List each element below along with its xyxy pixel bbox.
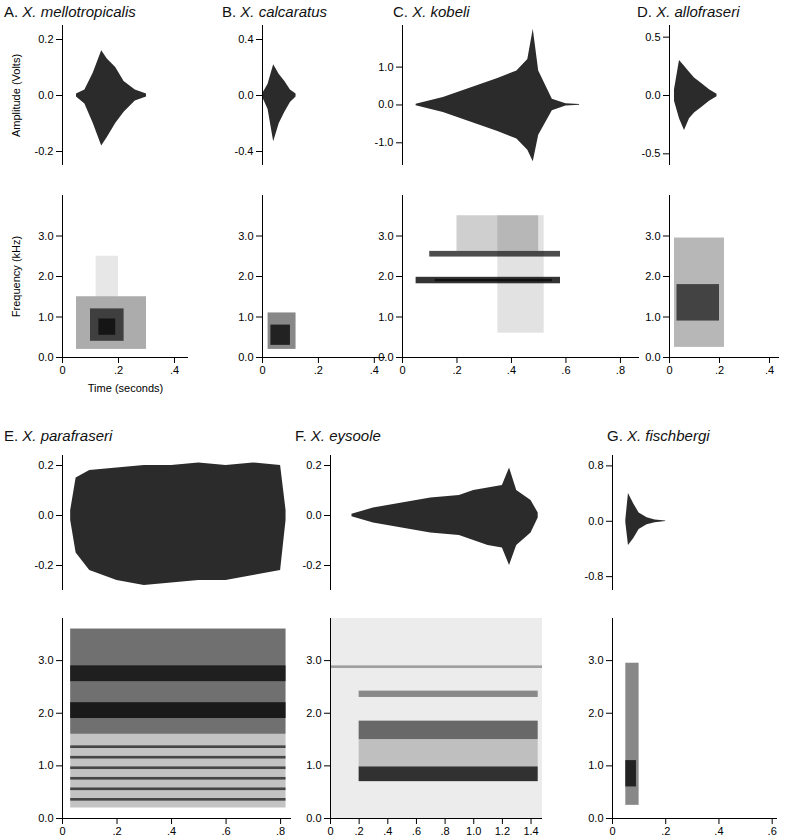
svg-text:1.0: 1.0 [38,759,53,771]
svg-text:0: 0 [399,364,405,376]
svg-text:2.0: 2.0 [306,707,321,719]
svg-text:0.4: 0.4 [238,33,253,45]
svg-text:3.0: 3.0 [645,230,660,242]
svg-text:1.2: 1.2 [495,825,510,837]
svg-text:0.0: 0.0 [38,812,53,824]
svg-text:0: 0 [327,825,333,837]
svg-text:1.0: 1.0 [378,61,393,73]
html-text:C. X. kobeli: C. X. kobeli [393,3,470,20]
svg-text:0.5: 0.5 [645,31,660,43]
html-text:D. X. allofraseri: D. X. allofraseri [637,3,740,20]
svg-text:0: 0 [59,364,65,376]
svg-text:0.0: 0.0 [38,351,53,363]
svg-text:.8: .8 [616,364,625,376]
svg-text:-0.4: -0.4 [235,145,254,157]
svg-text:.4: .4 [167,825,176,837]
svg-text:0.0: 0.0 [378,98,393,110]
svg-text:0.0: 0.0 [38,509,53,521]
html-text:F. X. eysoole: F. X. eysoole [295,427,381,444]
svg-text:1.4: 1.4 [523,825,538,837]
html-text:B. X. calcaratus: B. X. calcaratus [222,3,328,20]
svg-text:.2: .2 [355,825,364,837]
svg-text:0: 0 [666,364,672,376]
svg-text:0.8: 0.8 [588,459,603,471]
svg-text:.4: .4 [170,364,179,376]
svg-text:.8: .8 [441,825,450,837]
svg-text:Time (seconds): Time (seconds) [88,382,163,394]
svg-text:-0.2: -0.2 [35,559,54,571]
svg-text:0.2: 0.2 [38,33,53,45]
svg-text:3.0: 3.0 [378,230,393,242]
svg-text:0.0: 0.0 [645,351,660,363]
svg-text:1.0: 1.0 [238,311,253,323]
svg-text:.2: .2 [314,364,323,376]
svg-text:0.0: 0.0 [238,351,253,363]
svg-text:0: 0 [259,364,265,376]
svg-text:3.0: 3.0 [38,230,53,242]
svg-text:.2: .2 [452,364,461,376]
svg-text:0.0: 0.0 [645,89,660,101]
svg-text:0.0: 0.0 [306,509,321,521]
svg-text:2.0: 2.0 [378,270,393,282]
svg-text:1.0: 1.0 [38,311,53,323]
svg-text:-1.0: -1.0 [375,136,394,148]
svg-text:1.0: 1.0 [378,311,393,323]
svg-text:.4: .4 [383,825,392,837]
svg-text:2.0: 2.0 [38,707,53,719]
svg-text:.2: .2 [112,825,121,837]
svg-text:3.0: 3.0 [306,654,321,666]
svg-text:Amplitude (Volts): Amplitude (Volts) [10,54,22,137]
svg-text:0.0: 0.0 [378,351,393,363]
svg-text:-0.5: -0.5 [642,147,661,159]
svg-text:0.2: 0.2 [306,459,321,471]
svg-text:2.0: 2.0 [238,270,253,282]
html-text:E. X. parafraseri: E. X. parafraseri [4,427,113,444]
svg-text:0.0: 0.0 [238,89,253,101]
svg-text:0: 0 [609,825,615,837]
svg-text:.8: .8 [276,825,285,837]
html-text:A. X. mellotropicalis: A. X. mellotropicalis [4,3,136,20]
svg-text:0.0: 0.0 [588,812,603,824]
svg-text:3.0: 3.0 [588,654,603,666]
svg-text:-0.8: -0.8 [585,570,604,582]
svg-text:1.0: 1.0 [588,759,603,771]
svg-text:0.0: 0.0 [588,515,603,527]
svg-text:0.2: 0.2 [38,459,53,471]
svg-text:.2: .2 [114,364,123,376]
svg-text:2.0: 2.0 [588,707,603,719]
svg-text:2.0: 2.0 [38,270,53,282]
svg-text:3.0: 3.0 [238,230,253,242]
svg-text:1.0: 1.0 [466,825,481,837]
html-text:G. X. fischbergi: G. X. fischbergi [607,427,710,444]
svg-text:.6: .6 [768,825,777,837]
svg-text:1.0: 1.0 [645,311,660,323]
svg-text:.6: .6 [412,825,421,837]
svg-text:.4: .4 [714,825,723,837]
svg-text:.2: .2 [715,364,724,376]
svg-text:.6: .6 [561,364,570,376]
svg-text:0.0: 0.0 [306,812,321,824]
svg-text:.4: .4 [765,364,774,376]
svg-text:.6: .6 [221,825,230,837]
svg-text:.4: .4 [507,364,516,376]
svg-text:2.0: 2.0 [645,270,660,282]
svg-text:-0.2: -0.2 [35,145,54,157]
svg-text:0.0: 0.0 [38,89,53,101]
svg-text:Frequency (kHz): Frequency (kHz) [10,236,22,317]
svg-text:-0.2: -0.2 [303,559,322,571]
svg-text:.4: .4 [370,364,379,376]
svg-text:1.0: 1.0 [306,759,321,771]
svg-text:.2: .2 [661,825,670,837]
svg-text:3.0: 3.0 [38,654,53,666]
svg-text:0: 0 [59,825,65,837]
